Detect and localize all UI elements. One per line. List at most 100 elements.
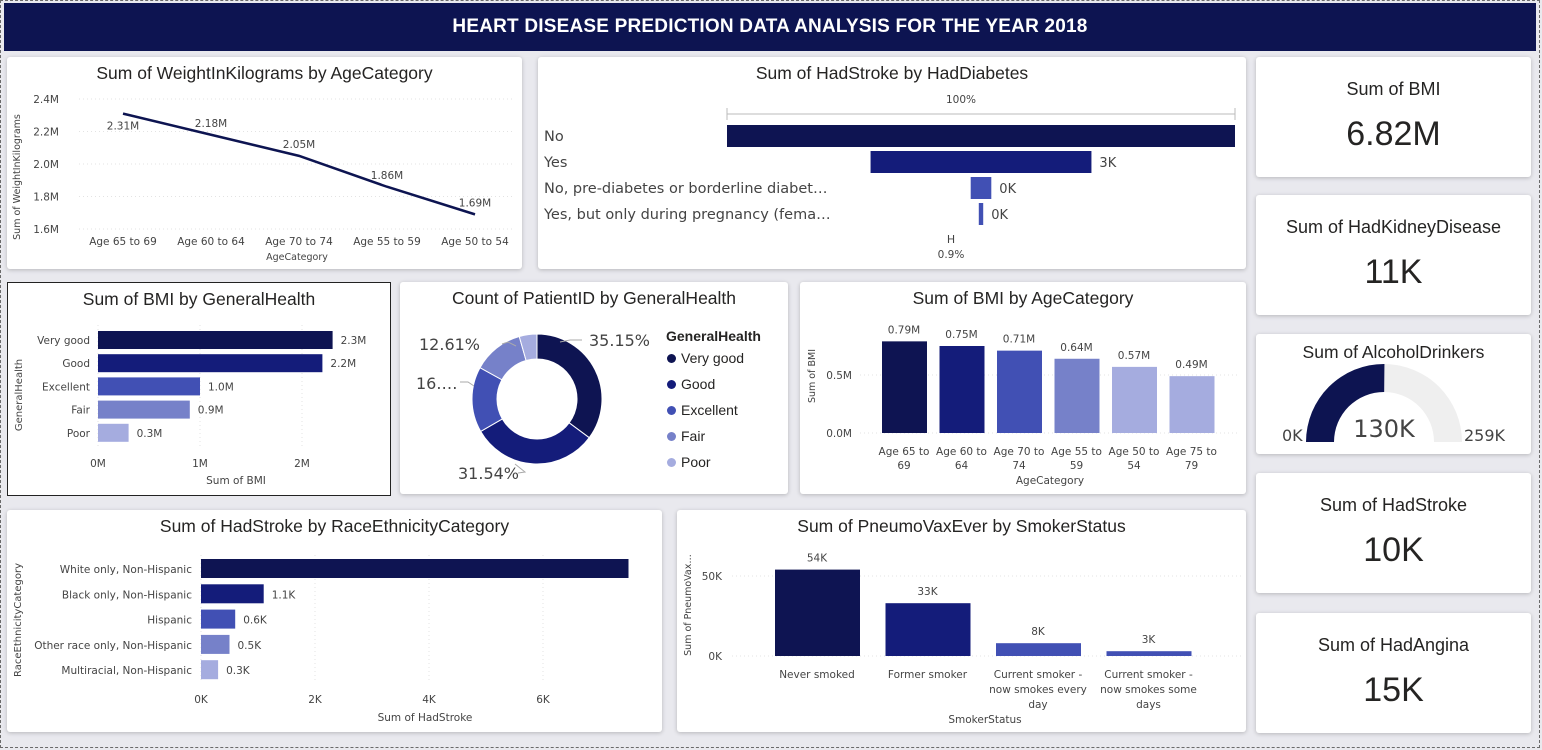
data-label: 0.75M: [945, 329, 977, 341]
leader-line: [514, 463, 527, 474]
x-axis-title: AgeCategory: [266, 252, 328, 263]
data-label: 1.86M: [371, 170, 403, 182]
x-tick-label: Age 50 to: [1109, 446, 1160, 458]
x-tick-label: Age 75 to: [1166, 446, 1217, 458]
x-tick-label: now smokes some: [1100, 684, 1197, 696]
bmi-by-age-chart[interactable]: Sum of BMI by AgeCategory 0.5M 0.0M 0.79M A…: [800, 282, 1246, 494]
legend-label: Excellent: [681, 402, 738, 418]
x-tick-label: 2K: [308, 694, 323, 706]
gauge-remaining: [1384, 364, 1462, 442]
y-tick-label: Excellent: [42, 381, 90, 393]
kpi-card-kidney-disease[interactable]: Sum of HadKidneyDisease 11K: [1256, 195, 1531, 315]
chart-title: Sum of BMI by AgeCategory: [912, 288, 1134, 308]
y-tick-label: Very good: [37, 335, 90, 347]
kpi-label: Sum of HadAngina: [1317, 635, 1470, 655]
kpi-card-had-angina[interactable]: Sum of HadAngina 15K: [1256, 613, 1531, 733]
legend-label: Fair: [681, 428, 706, 444]
gauge-max-label: 259K: [1464, 426, 1506, 445]
kpi-value: 6.82M: [1346, 115, 1441, 153]
gauge-title: Sum of AlcoholDrinkers: [1302, 342, 1485, 362]
y-axis-title: Sum of BMI: [807, 349, 818, 403]
bmi-by-general-health-chart[interactable]: Sum of BMI by GeneralHealth 0M 1M 2M Very g…: [7, 282, 391, 496]
legend-item-very-good[interactable]: Very good: [667, 350, 744, 366]
x-tick-label: Current smoker -: [1104, 669, 1193, 681]
weight-by-age-line-chart[interactable]: Sum of WeightInKilograms by AgeCategory …: [7, 57, 522, 269]
legend-item-fair[interactable]: Fair: [667, 428, 705, 444]
gauge-min-label: 0K: [1282, 426, 1303, 445]
y-tick-label: Fair: [71, 405, 90, 417]
data-label: 2.2M: [330, 358, 356, 370]
category-label: Yes: [543, 155, 567, 171]
category-label: Yes, but only during pregnancy (fema…: [543, 207, 831, 223]
y-tick-label: 0.5M: [826, 370, 852, 382]
slice-label: 31.54%: [458, 464, 519, 483]
leader-line: [559, 339, 582, 343]
x-tick-label: 64: [955, 460, 969, 472]
kpi-value: 11K: [1364, 253, 1423, 291]
data-label: 3K: [1142, 634, 1157, 646]
leader-line: [460, 381, 475, 387]
pneumovax-by-smoker-chart[interactable]: Sum of PneumoVaxEver by SmokerStatus 50K…: [677, 510, 1246, 732]
diabetes-funnel-svg: 100% No Yes 3K No, pre-diabetes or borderlin…: [543, 94, 1236, 261]
legend-item-good[interactable]: Good: [667, 376, 715, 392]
data-label: 0.6K: [243, 615, 268, 627]
x-tick-label: 0M: [90, 458, 106, 470]
data-label: 2.3M: [341, 335, 367, 347]
x-axis-title: SmokerStatus: [948, 714, 1021, 726]
x-tick-label: 79: [1185, 460, 1198, 472]
funnel-bar: [870, 151, 1092, 173]
data-label: 2.31M: [107, 121, 139, 133]
x-tick-label: 1M: [192, 458, 208, 470]
x-tick-label: 59: [1070, 460, 1083, 472]
y-tick-label: 2.0M: [33, 159, 59, 171]
bar: [201, 634, 230, 654]
bar: [98, 423, 129, 442]
y-axis-title: GeneralHealth: [14, 359, 25, 431]
data-label: 0.49M: [1175, 359, 1207, 371]
bar: [98, 377, 200, 396]
donut-svg: 35.15% 31.54% 16.… 12.61%: [416, 331, 650, 483]
kpi-value: 15K: [1363, 671, 1424, 709]
x-tick-label: Age 60 to 64: [177, 236, 245, 248]
data-label: 1.0M: [208, 381, 234, 393]
legend-marker: [667, 405, 676, 415]
bar: [885, 603, 971, 656]
legend-marker: [667, 431, 676, 441]
bar: [996, 643, 1081, 656]
data-label: 8K: [1031, 626, 1046, 638]
x-axis-title: Sum of BMI: [206, 475, 266, 487]
y-tick-label: Multiracial, Non-Hispanic: [61, 665, 192, 677]
funnel-bar: [727, 125, 1235, 147]
data-label: 0.5K: [238, 640, 263, 652]
chart-title: Count of PatientID by GeneralHealth: [451, 288, 737, 308]
legend-marker: [667, 457, 676, 467]
data-label: 3K: [1099, 156, 1116, 171]
data-label: 0.64M: [1060, 342, 1092, 354]
data-label: 0.79M: [888, 324, 920, 336]
data-label: 0.3M: [137, 428, 163, 440]
kpi-card-bmi[interactable]: Sum of BMI 6.82M: [1256, 57, 1531, 177]
patient-count-donut-chart[interactable]: Count of PatientID by GeneralHealth 35.1…: [400, 282, 788, 494]
stroke-by-diabetes-chart[interactable]: Sum of HadStroke by HadDiabetes 100% No Ye…: [538, 57, 1246, 269]
x-tick-label: 2M: [294, 458, 310, 470]
legend-item-excellent[interactable]: Excellent: [667, 402, 738, 418]
data-label: 0.9M: [198, 405, 224, 417]
data-label: 0.3K: [226, 665, 251, 677]
y-tick-label: White only, Non-Hispanic: [60, 564, 192, 576]
data-label: 0.57M: [1118, 350, 1150, 362]
bar: [201, 559, 629, 578]
alcohol-drinkers-gauge-card[interactable]: Sum of AlcoholDrinkers 130K 0K 259K: [1256, 334, 1531, 454]
legend-item-poor[interactable]: Poor: [667, 454, 711, 470]
y-tick-label: Other race only, Non-Hispanic: [34, 640, 192, 652]
bar: [775, 569, 860, 656]
kpi-label: Sum of HadStroke: [1319, 495, 1468, 515]
bar: [98, 400, 190, 419]
kpi-card-had-stroke[interactable]: Sum of HadStroke 10K: [1256, 473, 1531, 593]
data-label: 2.18M: [195, 118, 227, 130]
legend-marker: [667, 379, 676, 389]
stroke-by-race-chart[interactable]: Sum of HadStroke by RaceEthnicityCategor…: [7, 510, 662, 732]
bar: [997, 350, 1042, 433]
data-label: 2.05M: [283, 139, 315, 151]
bar: [201, 660, 219, 680]
bar: [1169, 376, 1215, 433]
